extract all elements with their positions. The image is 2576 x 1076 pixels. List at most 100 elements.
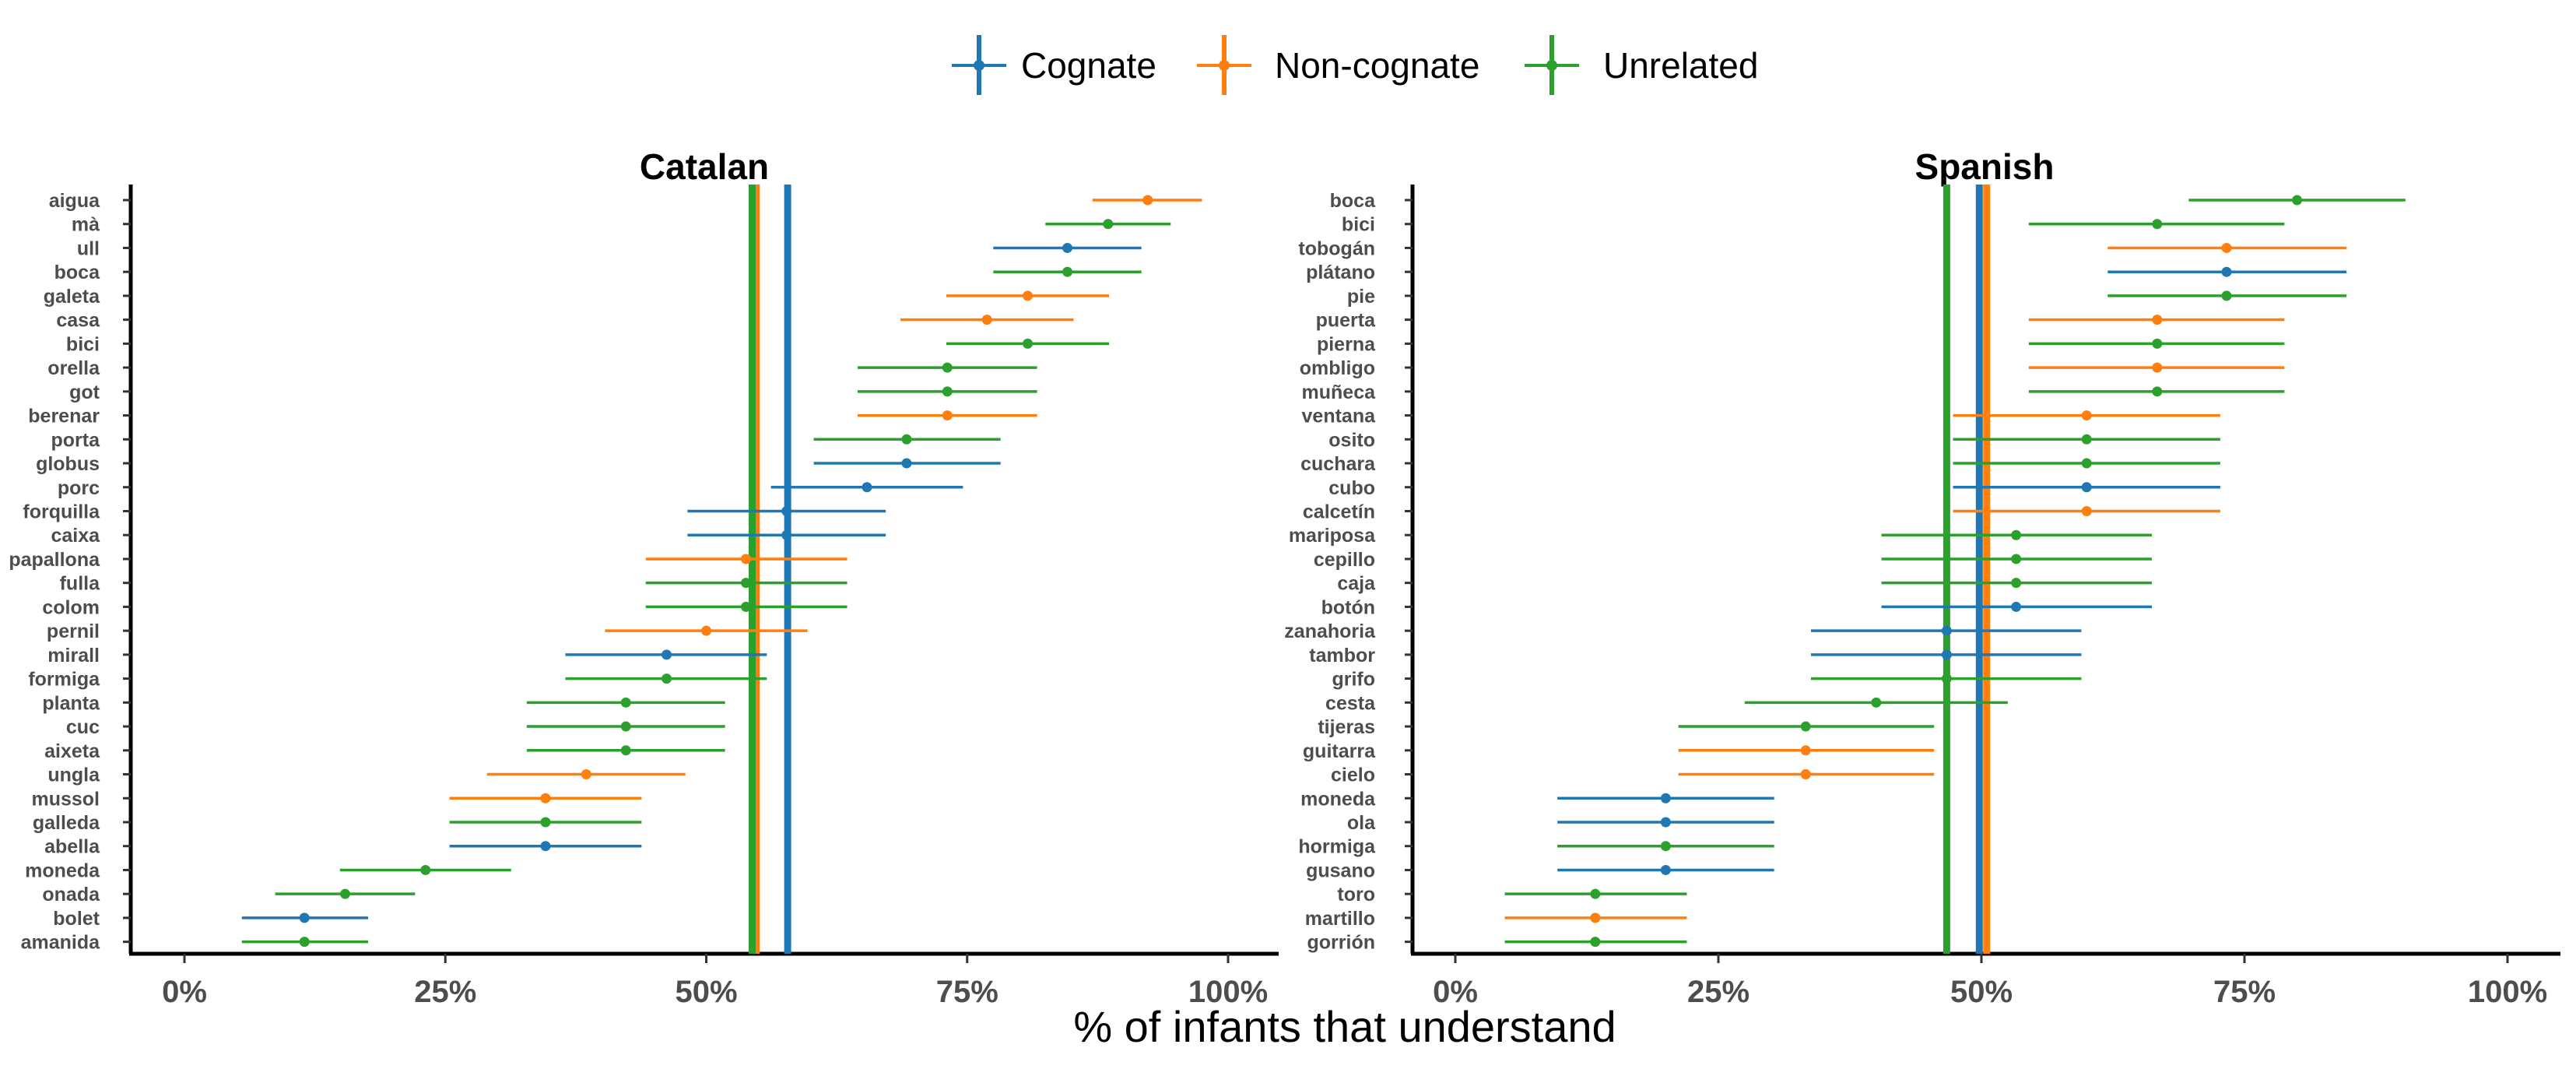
data-point-bici — [1023, 338, 1034, 349]
word-label-onada: onada — [42, 884, 100, 905]
data-point-forquilla — [781, 505, 792, 516]
word-label-papallona: papallona — [9, 549, 100, 571]
word-label-zanahoria: zanahoria — [1284, 621, 1376, 642]
data-point-tijeras — [1800, 721, 1811, 732]
data-point-caixa — [781, 529, 792, 540]
data-point-cubo — [2081, 482, 2092, 493]
word-label-ola: ola — [1347, 812, 1376, 834]
data-point-mariposa — [2011, 529, 2022, 540]
word-label-boton: botón — [1321, 596, 1375, 618]
word-label-muneca: muñeca — [1302, 382, 1377, 403]
word-label-pie: pie — [1347, 286, 1375, 308]
word-label-pernil: pernil — [47, 621, 100, 642]
word-label-grifo: grifo — [1332, 669, 1375, 691]
data-point-puerta — [2152, 315, 2163, 325]
data-point-boca — [2292, 195, 2303, 206]
word-label-ull: ull — [77, 237, 100, 259]
data-point-porta — [901, 434, 912, 445]
data-point-muneca — [2152, 386, 2163, 397]
data-point-cepillo — [2011, 554, 2022, 564]
word-label-tambor: tambor — [1309, 645, 1375, 666]
data-point-caja — [2011, 578, 2022, 589]
word-label-cubo: cubo — [1328, 477, 1375, 499]
word-label-orella: orella — [47, 357, 100, 379]
legend-item-non-cognate: Non-cognate — [1197, 35, 1479, 95]
legend-item-unrelated: Unrelated — [1525, 35, 1758, 95]
data-point-mirall — [662, 649, 672, 660]
word-label-moneda: moneda — [25, 860, 100, 881]
word-label-ventana: ventana — [1302, 406, 1377, 427]
word-label-pierna: pierna — [1317, 333, 1376, 355]
panel-title: Catalan — [640, 146, 769, 187]
data-point-ventana — [2081, 410, 2092, 421]
word-label-toro: toro — [1337, 884, 1375, 905]
word-label-guitarra: guitarra — [1303, 740, 1376, 762]
word-label-berenar: berenar — [28, 406, 100, 427]
data-point-ola — [1660, 817, 1671, 828]
legend-label: Unrelated — [1603, 45, 1758, 86]
x-tick-label: 50% — [1950, 975, 2013, 1009]
data-point-pernil — [701, 625, 711, 636]
word-label-cuchara: cuchara — [1300, 453, 1376, 475]
data-point-guitarra — [1800, 745, 1811, 756]
data-point-boca — [1062, 266, 1072, 277]
word-label-platano: plátano — [1306, 262, 1375, 283]
data-point-berenar — [942, 410, 953, 421]
word-label-tobogan: tobogán — [1298, 237, 1375, 259]
word-label-bici: bici — [66, 333, 100, 355]
word-label-amanida: amanida — [21, 932, 101, 954]
word-label-caja: caja — [1337, 573, 1376, 595]
word-label-mariposa: mariposa — [1289, 525, 1376, 547]
legend-key-point — [1546, 60, 1557, 71]
data-point-moneda — [1660, 793, 1671, 803]
x-tick-label: 0% — [1433, 975, 1478, 1009]
panel-title: Spanish — [1915, 146, 2055, 187]
data-point-bolet — [299, 912, 310, 923]
word-label-moneda: moneda — [1300, 788, 1376, 810]
x-tick-label: 75% — [2213, 975, 2276, 1009]
legend-label: Non-cognate — [1275, 45, 1479, 86]
word-label-boca: boca — [54, 262, 100, 283]
x-tick-label: 25% — [1687, 975, 1750, 1009]
data-point-pie — [2221, 290, 2232, 301]
data-point-cuc — [620, 721, 631, 732]
word-label-casa: casa — [56, 310, 100, 332]
x-tick-label: 75% — [936, 975, 998, 1009]
data-point-ull — [1062, 242, 1072, 253]
word-label-galleda: galleda — [33, 812, 100, 834]
x-tick-label: 50% — [675, 975, 737, 1009]
word-label-colom: colom — [42, 596, 100, 618]
word-label-boca: boca — [1330, 190, 1376, 212]
data-point-papallona — [740, 554, 751, 564]
word-label-osito: osito — [1328, 429, 1375, 451]
word-label-cuc: cuc — [66, 716, 100, 738]
word-label-cesta: cesta — [1325, 692, 1376, 714]
word-label-gusano: gusano — [1306, 860, 1375, 881]
data-point-onada — [340, 888, 351, 899]
data-point-tambor — [1941, 649, 1952, 660]
data-point-ma — [1103, 219, 1114, 230]
legend: Cognate Non-cognate Unrelated — [952, 35, 1758, 95]
word-label-ma: mà — [72, 214, 100, 236]
legend-item-cognate: Cognate — [952, 35, 1156, 95]
word-label-bici: bici — [1342, 214, 1375, 236]
data-point-planta — [620, 697, 631, 708]
word-label-tijeras: tijeras — [1318, 716, 1375, 738]
data-point-galeta — [1023, 290, 1034, 301]
word-label-calcetin: calcetín — [1303, 501, 1375, 522]
data-point-tobogan — [2221, 242, 2232, 253]
word-label-galeta: galeta — [44, 286, 100, 308]
word-label-gorrion: gorrión — [1307, 932, 1376, 954]
data-point-galleda — [540, 817, 551, 828]
data-point-pierna — [2152, 338, 2163, 349]
x-axis-label: % of infants that understand — [1073, 1002, 1616, 1051]
data-point-casa — [981, 315, 992, 325]
word-label-fulla: fulla — [60, 573, 100, 595]
data-point-orella — [942, 362, 953, 373]
legend-key-point — [974, 60, 984, 71]
legend-label: Cognate — [1021, 45, 1156, 86]
data-point-grifo — [1941, 673, 1952, 684]
